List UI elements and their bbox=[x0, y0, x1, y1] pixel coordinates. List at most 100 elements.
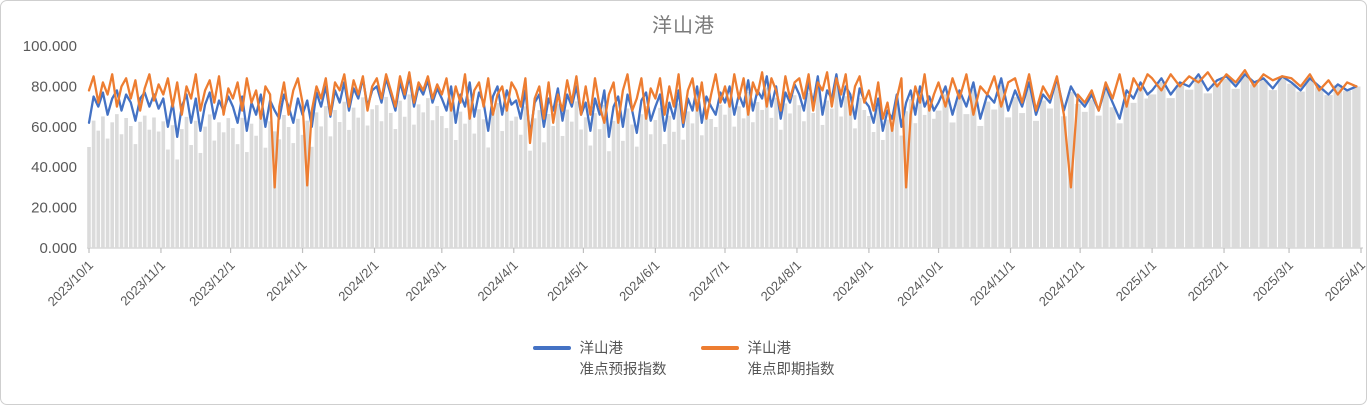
x-tick-label: 2024/10/1 bbox=[894, 258, 946, 310]
background-bar bbox=[843, 96, 848, 248]
x-tick-label: 2025/4/1 bbox=[1322, 258, 1366, 304]
background-bar bbox=[755, 101, 760, 248]
background-bar bbox=[876, 107, 881, 248]
background-bar bbox=[361, 97, 365, 248]
background-bar bbox=[542, 142, 546, 248]
background-bar bbox=[453, 140, 458, 248]
background-bar bbox=[1231, 88, 1240, 248]
background-bar bbox=[764, 87, 769, 249]
background-bar bbox=[481, 119, 486, 248]
background-bar bbox=[328, 136, 333, 248]
background-bar bbox=[440, 116, 444, 248]
background-bar bbox=[579, 129, 583, 248]
forecast-line-swatch bbox=[532, 346, 571, 350]
x-tick-label: 2024/2/1 bbox=[335, 258, 381, 304]
background-bar bbox=[426, 98, 430, 249]
background-bar bbox=[551, 126, 556, 248]
background-bar bbox=[156, 131, 161, 248]
background-bar bbox=[467, 99, 472, 248]
background-bar bbox=[231, 128, 235, 248]
background-bar bbox=[170, 125, 175, 248]
x-tick-label: 2024/1/1 bbox=[263, 258, 309, 304]
background-bar bbox=[142, 115, 147, 248]
background-bar bbox=[1040, 100, 1046, 248]
background-bar bbox=[935, 110, 942, 248]
background-bar bbox=[792, 95, 797, 248]
background-bar bbox=[593, 113, 597, 249]
background-bar bbox=[509, 120, 514, 248]
background-bar bbox=[848, 104, 853, 249]
background-bar bbox=[597, 129, 602, 248]
spot-line-series bbox=[87, 69, 1358, 189]
background-bar bbox=[430, 120, 435, 248]
background-bar bbox=[1046, 108, 1053, 249]
background-bar bbox=[91, 120, 96, 248]
y-tick-label: 80.000 bbox=[31, 78, 77, 95]
x-tick-label: 2024/12/1 bbox=[1036, 258, 1088, 310]
background-bar bbox=[1081, 111, 1088, 248]
background-bar bbox=[788, 113, 792, 248]
background-bar bbox=[569, 121, 574, 248]
background-bar bbox=[1166, 98, 1175, 248]
background-bar bbox=[806, 92, 811, 248]
background-bar bbox=[314, 112, 319, 249]
x-tick-label: 2025/3/1 bbox=[1250, 258, 1296, 304]
background-bar bbox=[607, 151, 611, 248]
background-bar bbox=[203, 126, 207, 248]
background-bar bbox=[1333, 84, 1342, 248]
background-bar bbox=[984, 101, 991, 248]
background-bar bbox=[653, 120, 658, 248]
background-bar bbox=[472, 133, 477, 248]
background-bar bbox=[1324, 95, 1333, 248]
background-bar bbox=[393, 129, 398, 248]
background-bars-layer bbox=[87, 76, 1361, 249]
background-bar bbox=[695, 99, 699, 248]
legend-entry-spot[interactable]: 洋山港 准点即期指数 bbox=[700, 339, 835, 380]
background-bar bbox=[398, 100, 402, 248]
background-bar bbox=[621, 140, 625, 248]
background-bar bbox=[737, 106, 741, 248]
background-bar bbox=[268, 121, 272, 248]
background-bar bbox=[388, 112, 393, 248]
background-bar bbox=[124, 118, 128, 248]
background-bar bbox=[528, 150, 532, 248]
legend-entry-forecast[interactable]: 洋山港 准点预报指数 bbox=[532, 339, 667, 380]
background-bar bbox=[1137, 86, 1144, 248]
background-bar bbox=[384, 96, 388, 249]
x-tick-label: 2024/8/1 bbox=[758, 258, 804, 304]
background-bar bbox=[718, 104, 723, 248]
background-bar bbox=[416, 104, 421, 248]
spot-legend-label: 洋山港 准点即期指数 bbox=[747, 341, 835, 378]
background-bar bbox=[1123, 94, 1130, 248]
background-bar bbox=[1185, 89, 1194, 248]
background-bar bbox=[723, 114, 727, 249]
background-bar bbox=[277, 139, 282, 248]
background-bar bbox=[662, 144, 667, 248]
x-tick-label: 2024/3/1 bbox=[403, 258, 449, 304]
background-bar bbox=[1315, 87, 1324, 248]
background-bar bbox=[811, 113, 816, 248]
background-bar bbox=[291, 143, 296, 248]
background-bar bbox=[198, 152, 203, 248]
background-bar bbox=[760, 109, 764, 249]
background-bar bbox=[639, 114, 644, 248]
background-bar bbox=[699, 135, 704, 248]
spot-line-swatch bbox=[700, 346, 739, 350]
background-bar bbox=[110, 122, 115, 248]
background-bar bbox=[161, 121, 166, 248]
background-bar bbox=[477, 109, 481, 249]
background-bar bbox=[949, 122, 956, 248]
background-bar bbox=[1095, 115, 1102, 248]
x-tick-label: 2024/7/1 bbox=[686, 258, 732, 304]
background-bar bbox=[1060, 116, 1067, 248]
background-bar bbox=[175, 159, 180, 248]
background-bar bbox=[189, 145, 193, 248]
background-bar bbox=[240, 117, 245, 248]
background-bar bbox=[918, 94, 922, 248]
background-bar bbox=[634, 146, 639, 248]
chart-title: 洋山港 bbox=[652, 15, 715, 37]
background-bar bbox=[667, 115, 672, 249]
background-bar bbox=[1033, 120, 1040, 248]
background-bar bbox=[709, 118, 713, 249]
